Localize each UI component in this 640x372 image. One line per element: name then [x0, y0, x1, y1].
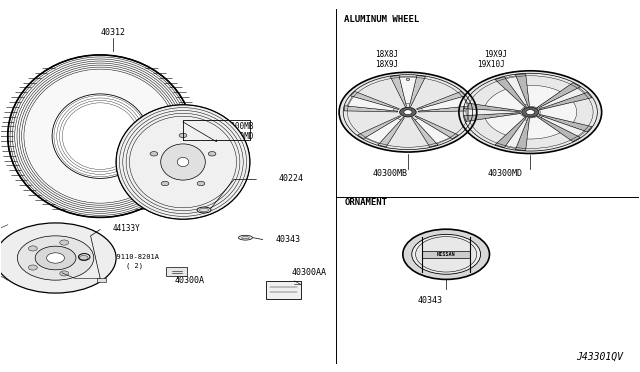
Polygon shape	[466, 109, 516, 115]
Text: 40343: 40343	[275, 235, 300, 244]
Ellipse shape	[239, 235, 252, 240]
Polygon shape	[412, 118, 438, 147]
Text: 18X9J: 18X9J	[375, 60, 399, 69]
Polygon shape	[415, 116, 458, 139]
Polygon shape	[347, 96, 394, 110]
Circle shape	[526, 110, 534, 115]
Circle shape	[415, 237, 477, 272]
Ellipse shape	[177, 157, 189, 167]
Text: 40300AA: 40300AA	[291, 268, 326, 277]
Text: 40312: 40312	[100, 28, 125, 37]
Text: ORNAMENT: ORNAMENT	[344, 198, 387, 207]
Polygon shape	[537, 83, 580, 108]
Polygon shape	[495, 117, 526, 148]
Polygon shape	[418, 106, 472, 112]
Circle shape	[28, 246, 37, 251]
Circle shape	[0, 223, 116, 293]
Polygon shape	[539, 92, 592, 110]
Polygon shape	[358, 116, 401, 139]
Polygon shape	[390, 76, 406, 106]
Ellipse shape	[52, 94, 148, 179]
Polygon shape	[351, 92, 399, 109]
Text: 40300MD: 40300MD	[487, 169, 522, 177]
Polygon shape	[399, 77, 417, 103]
Circle shape	[79, 256, 88, 260]
Polygon shape	[365, 118, 401, 144]
Polygon shape	[540, 102, 577, 122]
Polygon shape	[378, 118, 404, 147]
Ellipse shape	[208, 151, 216, 156]
Text: 40300MD: 40300MD	[221, 132, 253, 141]
FancyBboxPatch shape	[166, 267, 187, 276]
Polygon shape	[541, 116, 586, 137]
Text: 40224: 40224	[278, 174, 303, 183]
Ellipse shape	[116, 105, 250, 219]
Circle shape	[17, 236, 94, 280]
Circle shape	[403, 229, 490, 279]
Text: 18X8J: 18X8J	[375, 51, 399, 60]
Polygon shape	[417, 92, 465, 109]
Polygon shape	[541, 88, 586, 108]
Polygon shape	[410, 76, 426, 106]
Bar	[422, 251, 470, 258]
Text: 40300MB: 40300MB	[372, 169, 408, 177]
Polygon shape	[422, 96, 469, 110]
Text: @09110-8201A: @09110-8201A	[108, 253, 159, 259]
Circle shape	[406, 78, 410, 80]
Polygon shape	[415, 118, 451, 144]
Text: 40343: 40343	[417, 296, 442, 305]
Polygon shape	[505, 120, 527, 148]
Polygon shape	[527, 85, 560, 108]
Circle shape	[339, 72, 477, 152]
Polygon shape	[485, 89, 525, 111]
Circle shape	[459, 71, 602, 154]
Text: J43301QV: J43301QV	[576, 352, 623, 362]
Circle shape	[47, 253, 65, 263]
Ellipse shape	[161, 144, 205, 180]
Polygon shape	[495, 77, 526, 107]
Text: 19X10J: 19X10J	[477, 60, 505, 69]
Circle shape	[522, 107, 539, 117]
Polygon shape	[539, 114, 592, 132]
Circle shape	[404, 110, 412, 115]
Text: 40300A: 40300A	[174, 276, 204, 285]
Polygon shape	[527, 116, 560, 139]
Polygon shape	[464, 103, 520, 112]
Bar	[97, 278, 106, 282]
Ellipse shape	[197, 207, 211, 213]
Text: 44133Y: 44133Y	[113, 224, 141, 233]
Polygon shape	[515, 74, 529, 106]
Text: ALUMINUM WHEEL: ALUMINUM WHEEL	[344, 15, 419, 23]
Text: 40300MB: 40300MB	[221, 122, 253, 131]
Circle shape	[412, 234, 481, 274]
Ellipse shape	[8, 55, 193, 217]
Ellipse shape	[179, 133, 187, 138]
Circle shape	[28, 265, 37, 270]
Text: NISSAN: NISSAN	[436, 252, 456, 257]
Ellipse shape	[161, 181, 169, 186]
Polygon shape	[505, 76, 527, 105]
Polygon shape	[537, 116, 580, 142]
Circle shape	[60, 240, 68, 245]
Bar	[266, 281, 301, 299]
Polygon shape	[464, 113, 520, 122]
Text: 19X9J: 19X9J	[484, 51, 507, 60]
Circle shape	[35, 246, 76, 270]
Circle shape	[60, 271, 68, 276]
Polygon shape	[485, 113, 525, 135]
Circle shape	[399, 108, 416, 117]
Polygon shape	[344, 106, 398, 112]
Text: ( 2): ( 2)	[125, 262, 143, 269]
Text: B: B	[83, 254, 86, 259]
Polygon shape	[515, 118, 529, 151]
Ellipse shape	[197, 181, 205, 186]
Ellipse shape	[150, 151, 157, 156]
